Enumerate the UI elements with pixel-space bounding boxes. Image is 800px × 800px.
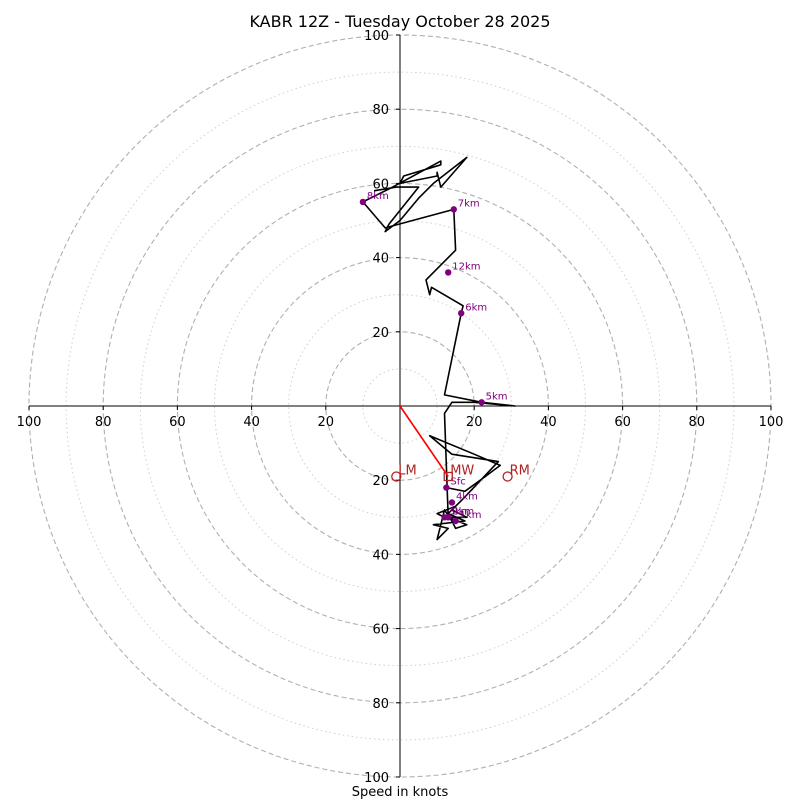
height-marker-dot — [450, 206, 457, 213]
storm-motion-label: LM — [398, 463, 416, 478]
height-marker-label: 7km — [458, 198, 480, 209]
height-marker-label: 12km — [452, 261, 480, 272]
height-marker-dot — [359, 198, 367, 206]
y-tick-label: 20 — [372, 474, 389, 489]
x-tick-label: 60 — [169, 415, 186, 430]
height-marker-dot — [458, 310, 465, 317]
y-tick-label: 100 — [364, 771, 389, 786]
y-tick-label: 40 — [372, 548, 389, 563]
x-tick-label: 80 — [95, 415, 112, 430]
height-marker-dot — [443, 484, 450, 491]
chart-title: KABR 12Z - Tuesday October 28 2025 — [249, 12, 550, 31]
height-marker-label: 3km — [449, 506, 471, 517]
height-marker-dot — [452, 517, 459, 525]
y-tick-label: 80 — [372, 697, 389, 712]
y-tick-label: 80 — [372, 103, 389, 118]
height-marker-label: 1km — [460, 510, 482, 521]
height-marker-label: 8km — [367, 191, 389, 202]
x-tick-label: 40 — [540, 415, 557, 430]
x-tick-label: 20 — [466, 415, 483, 430]
wind-profile-line — [362, 156, 516, 541]
height-marker-label: 2km — [452, 506, 474, 517]
height-marker-label: 6km — [465, 302, 487, 313]
storm-motion-label: RM — [510, 463, 530, 478]
y-tick-label: 100 — [364, 29, 389, 44]
x-tick-label: 80 — [689, 415, 706, 430]
height-marker-dot — [448, 499, 456, 506]
storm-motion-label: MW — [450, 463, 474, 478]
shear-vector-line — [399, 405, 449, 477]
storm-motion-marker — [502, 471, 513, 482]
height-marker-label: Sfc — [450, 477, 465, 488]
y-tick-label: 60 — [372, 623, 389, 638]
height-marker-dot — [441, 514, 448, 521]
x-tick-label: 20 — [318, 415, 335, 430]
x-axis-label: Speed in knots — [352, 785, 449, 800]
y-tick-label: 20 — [372, 326, 389, 341]
storm-motion-marker — [443, 471, 453, 482]
height-marker-label: 5km — [486, 391, 508, 402]
x-tick-label: 100 — [759, 415, 784, 430]
x-tick-label: 60 — [614, 415, 631, 430]
x-tick-label: 100 — [17, 415, 42, 430]
y-tick-label: 40 — [372, 252, 389, 267]
storm-motion-marker — [391, 471, 402, 482]
height-marker-dot — [478, 399, 485, 406]
height-marker-dot — [445, 269, 452, 276]
x-tick-label: 40 — [243, 415, 260, 430]
height-marker-label: 4km — [456, 491, 478, 502]
